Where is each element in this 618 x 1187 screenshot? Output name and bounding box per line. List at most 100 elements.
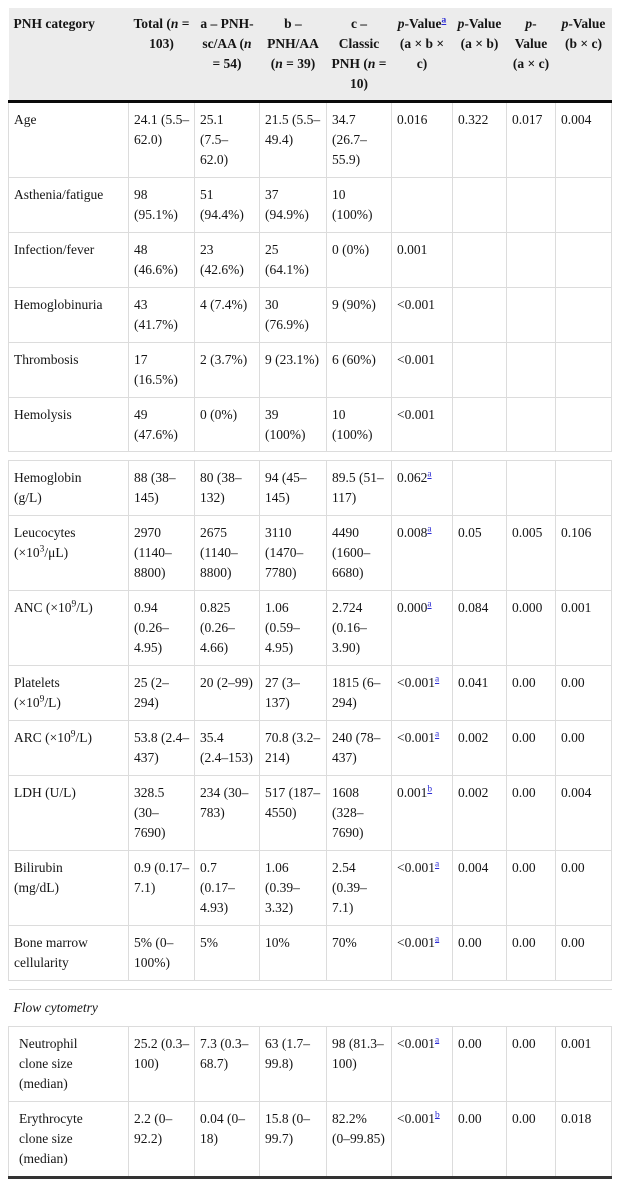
data-cell: 0.05 <box>452 515 507 592</box>
data-cell: 1608 (328–7690) <box>326 775 392 851</box>
data-cell: 0.00 <box>506 720 556 777</box>
footnote-link[interactable]: a <box>435 934 440 945</box>
data-cell: 0.00 <box>506 1025 556 1102</box>
data-cell: 63 (1.7–99.8) <box>259 1025 327 1102</box>
table-row: Asthenia/fatigue 98 (95.1%) 51 (94.4%) 37 (… <box>8 176 612 233</box>
data-cell: 2 (3.7%) <box>194 341 260 398</box>
data-cell: <0.001 <box>391 396 453 453</box>
data-cell <box>452 231 507 288</box>
row-label: Hemoglobin (g/L) <box>8 460 129 517</box>
data-cell: 0.00 <box>452 1025 507 1102</box>
table-row: Platelets (×109/L) 25 (2–294) 20 (2–99) 27 … <box>8 665 612 722</box>
data-cell: 0.004 <box>555 100 612 178</box>
data-cell: 30 (76.9%) <box>259 286 327 343</box>
data-cell: <0.001b <box>391 1100 453 1179</box>
superscript: 9 <box>39 694 45 705</box>
data-cell: 0.002 <box>452 720 507 777</box>
data-cell <box>506 341 556 398</box>
spacer-row <box>8 451 612 462</box>
data-cell <box>555 460 612 517</box>
data-cell <box>391 176 453 233</box>
data-cell: 15.8 (0–99.7) <box>259 1100 327 1179</box>
data-cell: 25.1 (7.5–62.0) <box>194 100 260 178</box>
data-cell: 0.00 <box>506 924 556 981</box>
data-cell: 4 (7.4%) <box>194 286 260 343</box>
data-cell: 0.94 (0.26–4.95) <box>128 590 195 667</box>
data-cell: 0.062a <box>391 460 453 517</box>
footnote-link[interactable]: b <box>427 784 433 795</box>
column-header-7: p-Value (a × c) <box>506 8 556 103</box>
data-cell <box>452 286 507 343</box>
table-row: Age 24.1 (5.5–62.0) 25.1 (7.5–62.0) 21.5 (5… <box>8 100 612 178</box>
data-cell: 4490 (1600–6680) <box>326 515 392 592</box>
table-row: Leucocytes (×103/μL) 2970 (1140–8800) 2675… <box>8 515 612 592</box>
data-cell: <0.001a <box>391 924 453 981</box>
data-cell: 7.3 (0.3–68.7) <box>194 1025 260 1102</box>
data-cell: 10% <box>259 924 327 981</box>
data-cell: 98 (81.3–100) <box>326 1025 392 1102</box>
data-cell: 89.5 (51–117) <box>326 460 392 517</box>
table-header: PNH category Total (n = 103) a – PNH-sc/AA… <box>8 8 612 103</box>
spacer-row <box>8 979 612 990</box>
column-header-5: p-Valuea (a × b × c) <box>391 8 453 103</box>
row-label: ARC (×109/L) <box>8 720 129 777</box>
data-cell: 1815 (6–294) <box>326 665 392 722</box>
data-cell: 0.016 <box>391 100 453 178</box>
row-label: Leucocytes (×103/μL) <box>8 515 129 592</box>
data-cell: 0.001b <box>391 775 453 851</box>
data-cell: 0.018 <box>555 1100 612 1179</box>
table-row: ARC (×109/L) 53.8 (2.4–437) 35.4 (2.4–153)… <box>8 720 612 777</box>
table-row: Bone marrow cellularity 5% (0–100%) 5% 10% 7… <box>8 924 612 981</box>
data-cell: 0.00 <box>452 924 507 981</box>
data-cell: 1.06 (0.39–3.32) <box>259 850 327 926</box>
data-cell: 25 (64.1%) <box>259 231 327 288</box>
data-cell: 0.322 <box>452 100 507 178</box>
footnote-link[interactable]: a <box>441 15 447 26</box>
data-cell: 0.7 (0.17–4.93) <box>194 850 260 926</box>
column-header-1: Total (n = 103) <box>128 8 195 103</box>
footnote-link[interactable]: b <box>435 1110 440 1121</box>
column-header-0: PNH category <box>8 8 129 103</box>
data-cell: <0.001 <box>391 341 453 398</box>
data-cell: 0.106 <box>555 515 612 592</box>
data-cell: 49 (47.6%) <box>128 396 195 453</box>
data-cell: 0.004 <box>555 775 612 851</box>
data-cell <box>555 231 612 288</box>
data-cell: 48 (46.6%) <box>128 231 195 288</box>
column-header-6: p-Value (a × b) <box>452 8 507 103</box>
footnote-link[interactable]: a <box>427 469 432 480</box>
data-cell: 0.00 <box>555 924 612 981</box>
data-cell: 0.04 (0–18) <box>194 1100 260 1179</box>
data-cell <box>506 460 556 517</box>
footnote-link[interactable]: a <box>435 674 440 685</box>
data-cell: 0.00 <box>506 1100 556 1179</box>
footnote-link[interactable]: a <box>435 729 440 740</box>
table-row: Bilirubin (mg/dL) 0.9 (0.17–7.1) 0.7 (0.17… <box>8 850 612 926</box>
data-cell: 20 (2–99) <box>194 665 260 722</box>
row-label: Thrombosis <box>8 341 129 398</box>
footnote-link[interactable]: a <box>435 1035 440 1046</box>
data-cell: 0.001 <box>555 590 612 667</box>
data-cell: 2.724 (0.16–3.90) <box>326 590 392 667</box>
row-label: Age <box>8 100 129 178</box>
superscript: 3 <box>39 544 45 555</box>
row-label: Erythrocyte clone size (median) <box>8 1100 129 1179</box>
data-cell <box>506 286 556 343</box>
footnote-link[interactable]: a <box>427 524 432 535</box>
data-cell: 0.008a <box>391 515 453 592</box>
table-row: Neutrophil clone size (median) 25.2 (0.3–… <box>8 1025 612 1102</box>
row-label: Hemoglobinuria <box>8 286 129 343</box>
footnote-link[interactable]: a <box>435 859 440 870</box>
data-cell: 0.00 <box>452 1100 507 1179</box>
data-cell: 23 (42.6%) <box>194 231 260 288</box>
data-cell: 34.7 (26.7–55.9) <box>326 100 392 178</box>
data-cell: 0.041 <box>452 665 507 722</box>
data-cell <box>452 341 507 398</box>
data-cell: 2.2 (0–92.2) <box>128 1100 195 1179</box>
data-cell: 98 (95.1%) <box>128 176 195 233</box>
footnote-link[interactable]: a <box>427 599 432 610</box>
row-label: Asthenia/fatigue <box>8 176 129 233</box>
data-cell: 53.8 (2.4–437) <box>128 720 195 777</box>
data-cell: 0.005 <box>506 515 556 592</box>
data-cell: 0.084 <box>452 590 507 667</box>
